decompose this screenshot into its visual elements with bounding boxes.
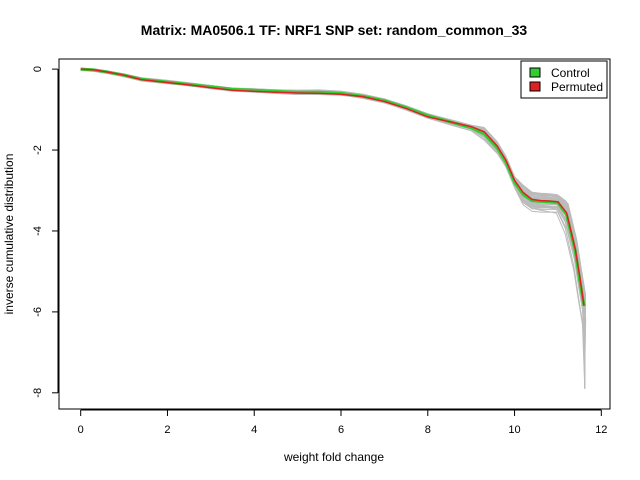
- legend-label-control: Control: [551, 66, 590, 80]
- x-tick-label: 12: [595, 424, 607, 436]
- legend-swatch-permuted: [529, 81, 541, 92]
- legend-label-permuted: Permuted: [551, 80, 603, 94]
- chart-title: Matrix: MA0506.1 TF: NRF1 SNP set: rando…: [141, 22, 528, 38]
- x-axis: 0 2 4 6 8 10 12: [78, 409, 607, 436]
- x-tick-label: 2: [164, 424, 170, 436]
- series-lines: [80, 67, 586, 307]
- y-tick-label: -4: [32, 226, 44, 236]
- plot-frame: [58, 58, 611, 410]
- y-tick-label: -6: [32, 307, 44, 317]
- x-axis-label: weight fold change: [283, 450, 384, 464]
- legend-box: [520, 60, 608, 99]
- y-axis: 0 -2 -4 -6 -8: [32, 66, 59, 398]
- y-tick-label: 0: [32, 66, 44, 72]
- legend: Control Permuted: [520, 60, 608, 99]
- series-line-permuted: [80, 68, 585, 306]
- x-tick-label: 6: [338, 424, 344, 436]
- legend-swatch-control: [529, 67, 541, 78]
- y-axis-label: inverse cumulative distribution: [2, 154, 16, 315]
- y-tick-label: -2: [32, 145, 44, 155]
- x-tick-label: 10: [508, 424, 520, 436]
- x-tick-label: 0: [78, 424, 84, 436]
- x-tick-label: 8: [425, 424, 431, 436]
- x-tick-label: 4: [251, 424, 257, 436]
- y-tick-label: -8: [32, 388, 44, 398]
